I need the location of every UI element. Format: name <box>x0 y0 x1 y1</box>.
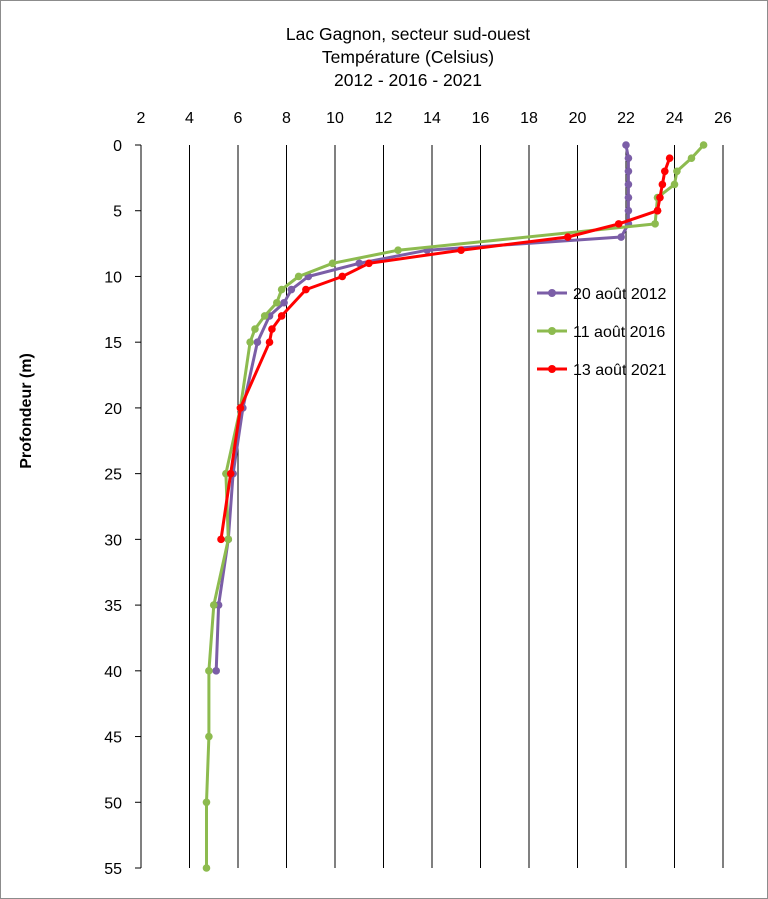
title-line-3: 2012 - 2016 - 2021 <box>334 70 482 90</box>
data-point <box>355 259 364 268</box>
data-point <box>202 798 211 807</box>
data-point <box>658 180 667 189</box>
data-point <box>617 233 625 241</box>
data-point <box>624 193 633 202</box>
series-line-1 <box>214 144 630 671</box>
y-tick-label: 55 <box>104 861 122 878</box>
y-axis-label: Profondeur (m) <box>18 353 35 469</box>
data-point <box>624 180 633 189</box>
data-point <box>205 667 213 675</box>
x-tick-label: 10 <box>326 110 344 127</box>
series-line-3 <box>219 157 672 540</box>
series-line-2 <box>205 143 705 868</box>
x-tick-label: 2 <box>137 110 146 127</box>
data-point <box>656 193 664 202</box>
data-point <box>294 272 303 281</box>
y-tick-label: 45 <box>104 730 122 747</box>
legend: 20 août 2012 11 août 2016 13 août 2021 <box>537 286 667 379</box>
x-tick-label: 16 <box>472 110 490 127</box>
data-point <box>246 338 254 346</box>
legend-swatch-marker <box>548 289 556 297</box>
data-point <box>624 167 633 176</box>
y-tick-label: 20 <box>104 401 122 418</box>
y-tick-label: 10 <box>104 269 122 286</box>
x-tick-label: 14 <box>423 110 441 127</box>
legend-label: 11 août 2016 <box>573 324 665 341</box>
data-point <box>661 167 669 176</box>
grid <box>189 145 724 868</box>
y-tick-label: 50 <box>104 795 122 812</box>
data-point <box>687 154 696 162</box>
data-point <box>260 312 269 320</box>
data-point <box>268 325 276 333</box>
x-tick-label: 22 <box>617 110 635 127</box>
x-tick-label: 20 <box>569 110 587 127</box>
data-point <box>277 285 286 294</box>
data-point <box>209 601 218 609</box>
data-point <box>624 154 633 162</box>
data-point <box>365 259 373 268</box>
chart-title: Lac Gagnon, secteur sud-ouest Températur… <box>286 24 530 90</box>
series-lines <box>202 141 708 872</box>
title-line-2: Température (Celsius) <box>322 47 494 67</box>
data-point <box>302 285 310 294</box>
data-point <box>328 259 337 268</box>
y-tick-label: 30 <box>104 532 122 549</box>
axes: 2 4 6 8 10 12 14 16 18 20 22 24 26051015202530354045… <box>104 110 732 878</box>
data-point <box>277 312 286 320</box>
x-tick-label: 4 <box>185 110 194 127</box>
legend-label: 13 août 2021 <box>573 362 667 379</box>
y-tick-label: 40 <box>104 664 122 681</box>
data-point <box>253 338 262 346</box>
data-point <box>673 167 681 176</box>
data-point <box>394 246 402 254</box>
data-point <box>624 206 633 215</box>
data-point <box>665 154 674 162</box>
x-tick-label: 6 <box>234 110 243 127</box>
data-point <box>622 141 630 149</box>
data-point <box>338 272 347 281</box>
legend-swatch-marker <box>548 327 556 335</box>
y-tick-label: 5 <box>113 204 122 221</box>
x-tick-label: 8 <box>282 110 291 127</box>
legend-label: 20 août 2012 <box>573 286 667 303</box>
data-point <box>251 325 259 333</box>
y-tick-label: 15 <box>104 335 122 352</box>
x-tick-label: 24 <box>666 110 684 127</box>
data-point <box>651 220 659 228</box>
x-tick-label: 26 <box>714 110 732 127</box>
data-point <box>265 338 274 346</box>
y-tick-label: 0 <box>113 138 122 155</box>
data-point <box>273 298 281 307</box>
data-point <box>226 469 235 478</box>
data-point <box>457 246 465 254</box>
y-tick-label: 25 <box>104 467 122 484</box>
x-tick-label: 12 <box>375 110 393 127</box>
data-point <box>287 285 296 294</box>
data-point <box>699 141 708 149</box>
data-point <box>205 732 213 741</box>
data-point <box>202 864 211 872</box>
data-point <box>236 404 245 412</box>
data-point <box>670 180 679 189</box>
data-point <box>280 298 288 307</box>
data-point <box>224 535 233 544</box>
legend-swatch-marker <box>548 365 556 373</box>
y-tick-label: 35 <box>104 598 122 615</box>
x-tick-label: 18 <box>520 110 538 127</box>
data-point <box>653 206 662 215</box>
data-point <box>614 220 623 228</box>
data-point <box>564 233 572 241</box>
data-point <box>217 535 225 544</box>
title-line-1: Lac Gagnon, secteur sud-ouest <box>286 24 530 44</box>
data-point <box>212 667 220 675</box>
